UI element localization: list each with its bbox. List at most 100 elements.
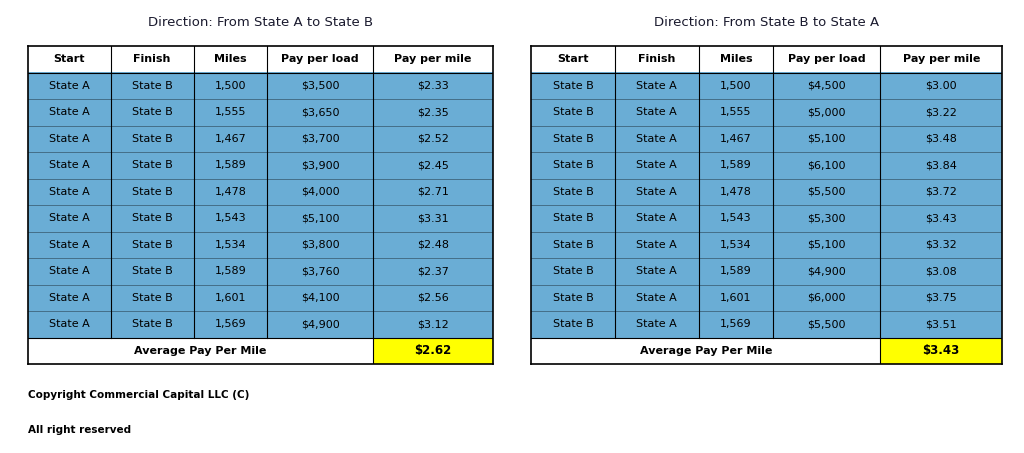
Text: All right reserved: All right reserved (28, 425, 131, 435)
Text: State A: State A (636, 240, 677, 250)
Text: State B: State B (132, 319, 172, 329)
Text: Average Pay Per Mile: Average Pay Per Mile (134, 346, 266, 356)
Text: $3.22: $3.22 (926, 107, 957, 117)
Bar (28, 99, 493, 125)
Text: Pay per mile: Pay per mile (902, 54, 980, 64)
Bar (531, 125, 1002, 152)
Text: State A: State A (49, 134, 90, 144)
Text: $3.43: $3.43 (923, 344, 959, 357)
Bar (28, 46, 493, 72)
Bar (28, 311, 493, 337)
Text: State A: State A (49, 187, 90, 197)
Bar (531, 258, 1002, 284)
Text: Finish: Finish (638, 54, 676, 64)
Bar (28, 258, 493, 284)
Text: 1,555: 1,555 (214, 107, 246, 117)
Text: $2.62: $2.62 (415, 344, 452, 357)
Text: State A: State A (636, 293, 677, 303)
Text: 1,589: 1,589 (214, 266, 246, 276)
Text: Start: Start (53, 54, 85, 64)
Text: $3,650: $3,650 (301, 107, 339, 117)
Text: $3,760: $3,760 (301, 266, 339, 276)
Text: $5,500: $5,500 (808, 319, 846, 329)
Text: Direction: From State A to State B: Direction: From State A to State B (147, 15, 373, 29)
Text: Miles: Miles (214, 54, 247, 64)
Text: $3.08: $3.08 (926, 266, 957, 276)
Text: $2.48: $2.48 (417, 240, 449, 250)
Bar (531, 311, 1002, 337)
Text: 1,500: 1,500 (720, 81, 752, 91)
Bar (373, 337, 493, 364)
Text: 1,478: 1,478 (214, 187, 246, 197)
Text: 1,589: 1,589 (720, 266, 752, 276)
Text: $5,500: $5,500 (808, 187, 846, 197)
Bar (28, 72, 493, 99)
Text: State A: State A (636, 266, 677, 276)
Text: $5,000: $5,000 (808, 107, 846, 117)
Text: $2.71: $2.71 (417, 187, 449, 197)
Bar (531, 72, 1002, 99)
Text: $3.72: $3.72 (926, 187, 957, 197)
Text: Pay per load: Pay per load (282, 54, 358, 64)
Text: State B: State B (132, 187, 172, 197)
Text: $3.51: $3.51 (926, 319, 957, 329)
Text: 1,589: 1,589 (214, 160, 246, 170)
Text: 1,467: 1,467 (720, 134, 752, 144)
Bar (28, 337, 373, 364)
Text: State A: State A (49, 160, 90, 170)
Text: State B: State B (553, 187, 593, 197)
Text: State A: State A (636, 107, 677, 117)
Text: $4,900: $4,900 (301, 319, 339, 329)
Text: State B: State B (553, 81, 593, 91)
Text: 1,543: 1,543 (720, 213, 752, 223)
Bar (531, 152, 1002, 178)
Bar (531, 337, 881, 364)
Text: $2.45: $2.45 (417, 160, 449, 170)
Text: State B: State B (553, 266, 593, 276)
Text: $4,500: $4,500 (808, 81, 846, 91)
Text: 1,534: 1,534 (720, 240, 752, 250)
Bar (28, 125, 493, 152)
Text: $6,000: $6,000 (808, 293, 846, 303)
Text: $3,700: $3,700 (301, 134, 339, 144)
Text: 1,569: 1,569 (720, 319, 752, 329)
Text: State B: State B (132, 266, 172, 276)
Text: $2.37: $2.37 (417, 266, 449, 276)
Text: 1,478: 1,478 (720, 187, 752, 197)
Text: State A: State A (636, 81, 677, 91)
Text: $4,900: $4,900 (807, 266, 846, 276)
Text: State A: State A (49, 240, 90, 250)
Text: Miles: Miles (720, 54, 753, 64)
Text: State B: State B (553, 107, 593, 117)
Text: State A: State A (49, 213, 90, 223)
Text: State A: State A (49, 293, 90, 303)
Bar (28, 152, 493, 178)
Text: $2.52: $2.52 (417, 134, 449, 144)
Text: 1,589: 1,589 (720, 160, 752, 170)
Text: 1,467: 1,467 (214, 134, 246, 144)
Text: State B: State B (553, 240, 593, 250)
Bar (28, 205, 493, 231)
Bar (531, 284, 1002, 311)
Text: State B: State B (132, 134, 172, 144)
Text: $2.33: $2.33 (417, 81, 449, 91)
Text: 1,601: 1,601 (214, 293, 246, 303)
Text: 1,500: 1,500 (214, 81, 246, 91)
Text: Pay per load: Pay per load (788, 54, 865, 64)
Text: State B: State B (132, 240, 172, 250)
Text: 1,555: 1,555 (720, 107, 752, 117)
Text: $4,100: $4,100 (301, 293, 339, 303)
Text: State A: State A (636, 319, 677, 329)
Text: State B: State B (553, 134, 593, 144)
Text: Pay per mile: Pay per mile (394, 54, 472, 64)
Text: $3,800: $3,800 (301, 240, 339, 250)
Text: State A: State A (49, 107, 90, 117)
Text: State B: State B (132, 81, 172, 91)
Text: $3,500: $3,500 (301, 81, 339, 91)
Bar (28, 178, 493, 205)
Text: $2.35: $2.35 (417, 107, 449, 117)
Text: State A: State A (636, 213, 677, 223)
Text: $3.48: $3.48 (926, 134, 957, 144)
Text: $3.75: $3.75 (926, 293, 957, 303)
Text: State A: State A (49, 81, 90, 91)
